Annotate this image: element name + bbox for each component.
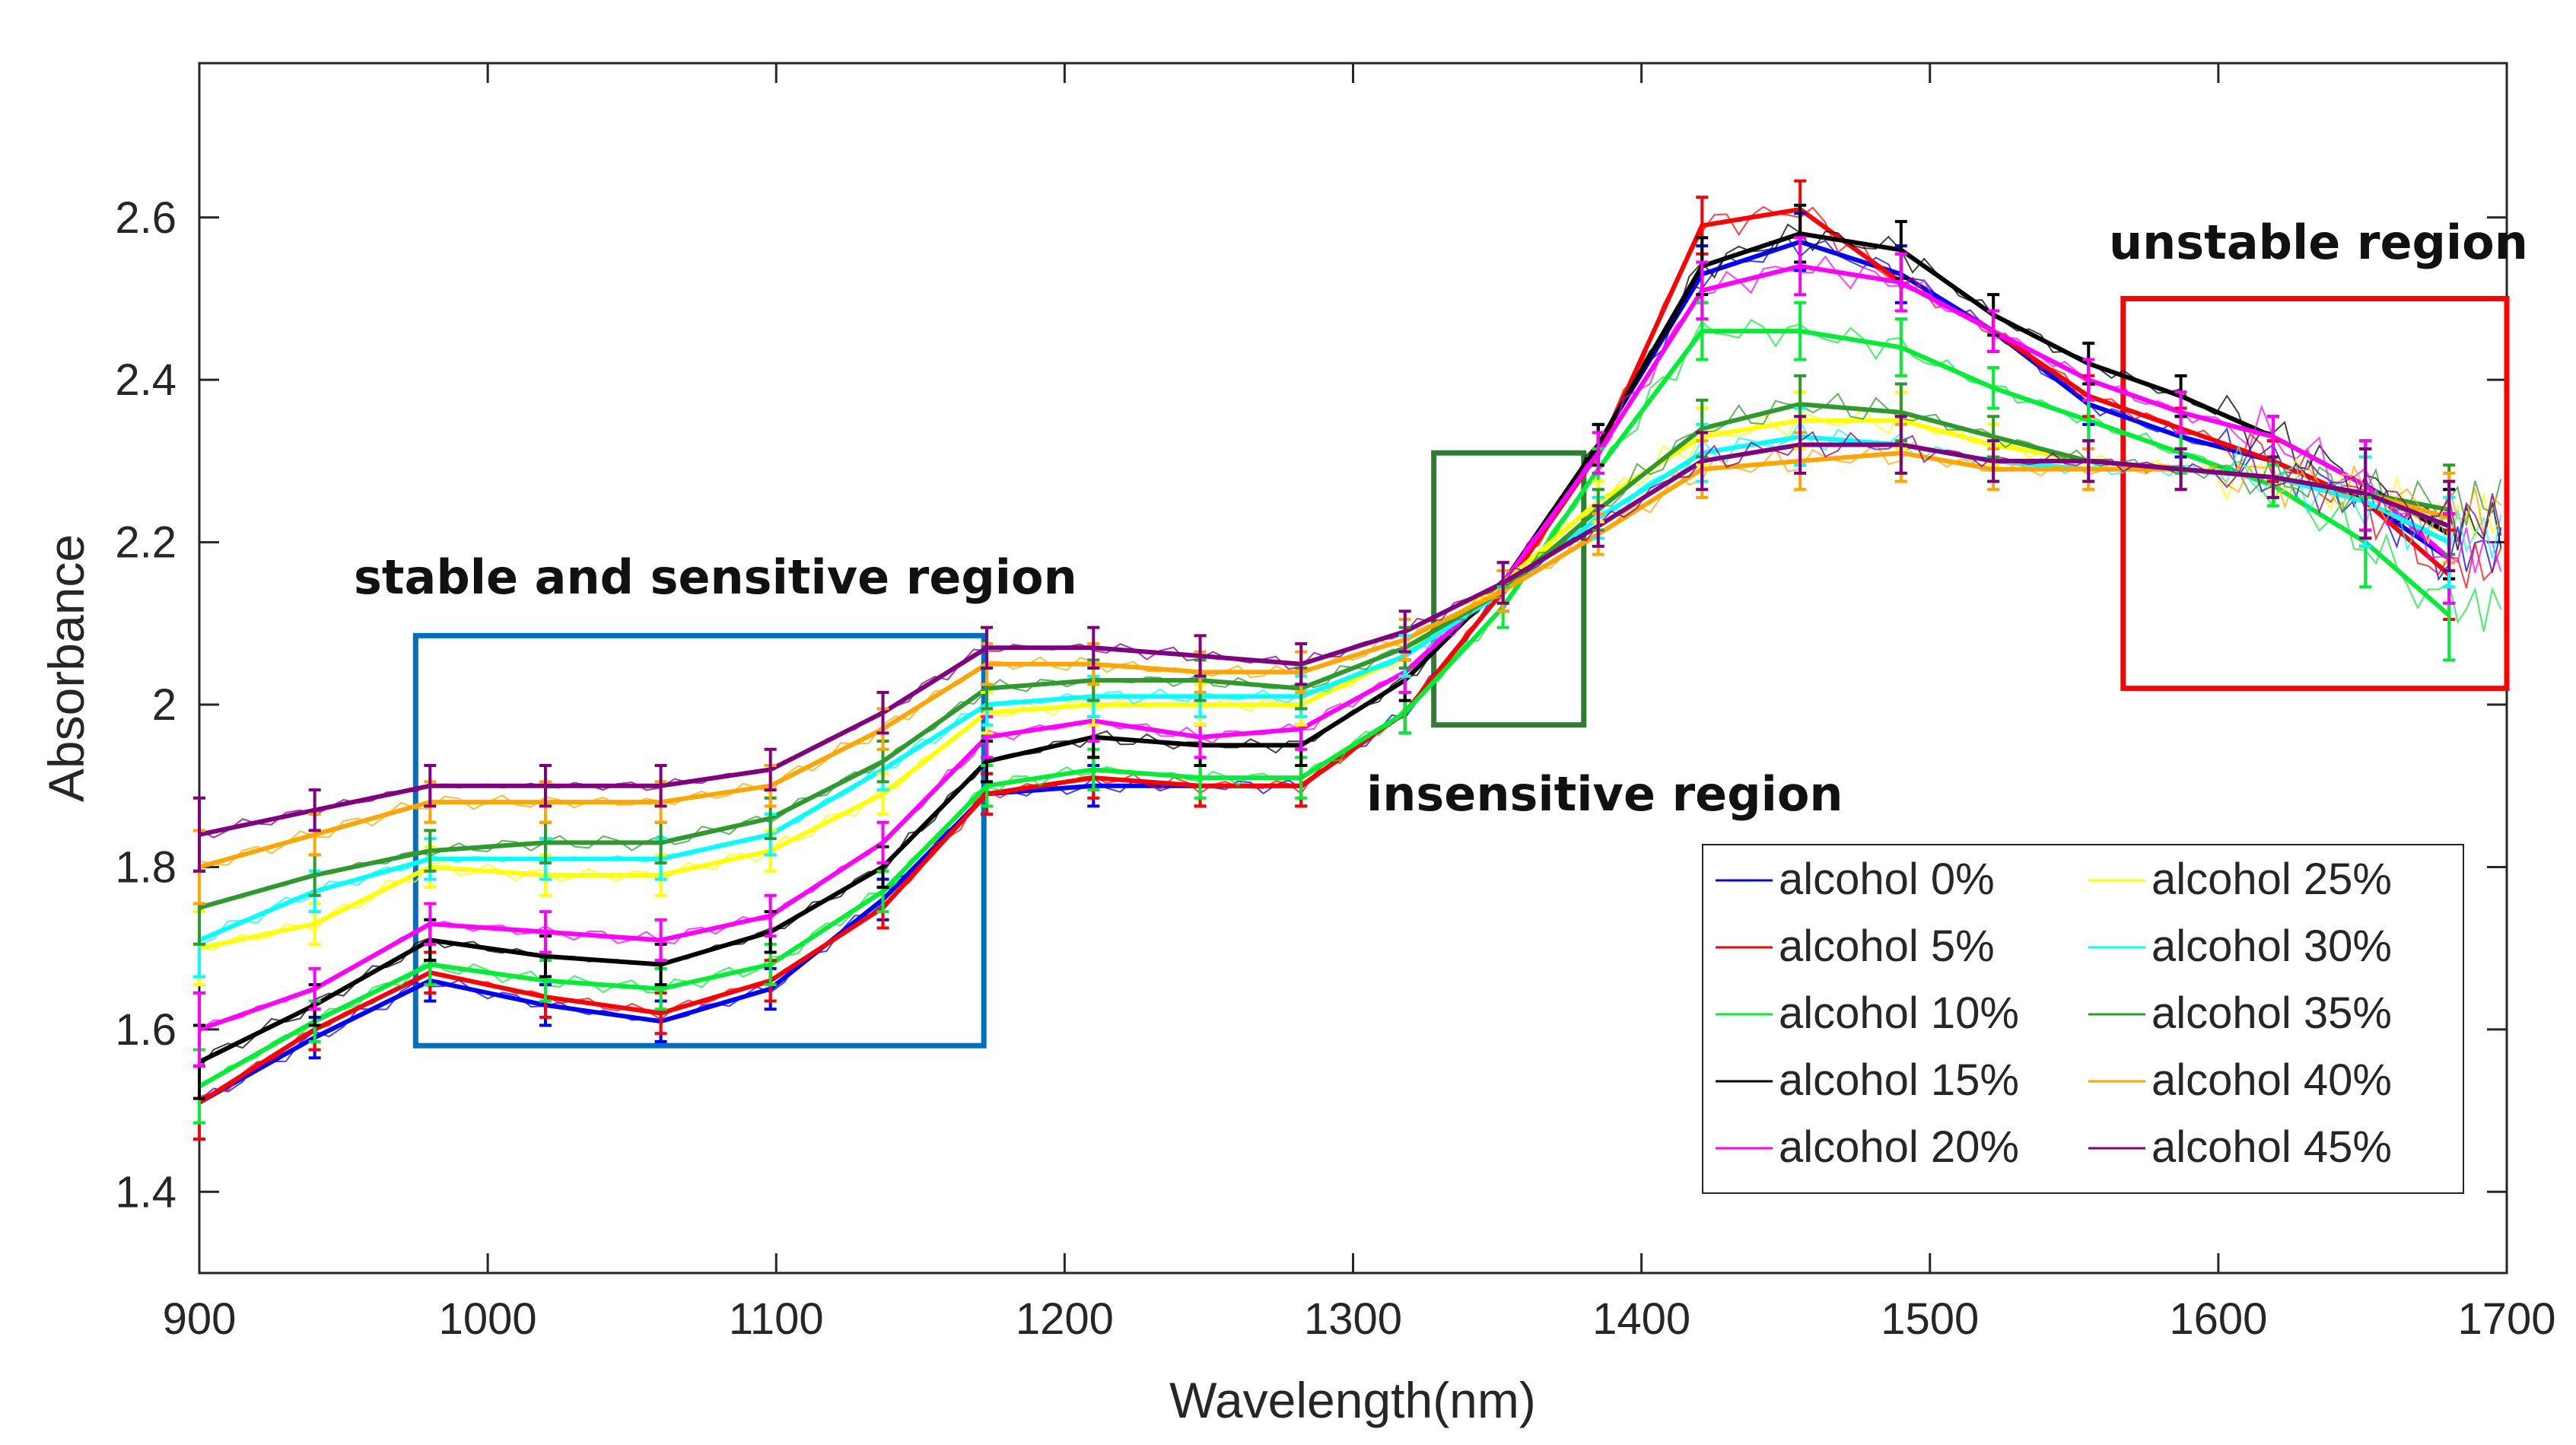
insensitive-region-label: insensitive region <box>1366 766 1843 822</box>
legend-label: alcohol 30% <box>2151 921 2392 971</box>
stable-region-box <box>412 632 987 1049</box>
legend-label: alcohol 10% <box>1779 988 2019 1038</box>
y-tick-label: 1.4 <box>115 1167 177 1217</box>
error-bars <box>193 179 2456 1141</box>
legend-box <box>1702 844 2464 1194</box>
legend-items: alcohol 0% alcohol 5% alcohol 10% alcohol 1… <box>1716 855 2392 1172</box>
x-tick-label: 1300 <box>1304 1294 1402 1344</box>
y-tick-label: 2.4 <box>115 355 177 405</box>
legend-label: alcohol 5% <box>1779 921 1995 971</box>
y-axis-label: Absorbance <box>38 534 94 802</box>
legend-label: alcohol 40% <box>2151 1055 2392 1105</box>
legend-label: alcohol 15% <box>1779 1055 2019 1105</box>
region-boxes <box>412 295 2510 1049</box>
x-tick-label: 900 <box>163 1294 237 1344</box>
y-tick-label: 2.6 <box>115 193 177 243</box>
x-tick-label: 1500 <box>1881 1294 1979 1344</box>
unstable-region-box <box>2120 295 2510 692</box>
y-tick-label: 1.6 <box>115 1005 177 1055</box>
x-tick-label: 1400 <box>1592 1294 1690 1344</box>
y-tick-label: 2 <box>152 680 177 730</box>
legend: alcohol 0% alcohol 5% alcohol 10% alcohol 1… <box>1702 844 2464 1194</box>
x-tick-label: 1700 <box>2457 1294 2555 1344</box>
x-axis-ticks: 900 1000 1100 1200 1300 1400 1500 1600 1700 <box>163 63 2556 1344</box>
insensitive-region-box <box>1431 450 1587 728</box>
y-tick-label: 1.8 <box>115 842 177 892</box>
x-tick-label: 1600 <box>2169 1294 2267 1344</box>
stable-region-label: stable and sensitive region <box>354 549 1077 605</box>
y-tick-label: 2.2 <box>115 518 177 568</box>
x-axis-label: Wavelength(nm) <box>1169 1372 1536 1428</box>
legend-label: alcohol 25% <box>2151 855 2392 904</box>
x-tick-label: 1100 <box>729 1294 824 1344</box>
unstable-region-label: unstable region <box>2109 215 2528 270</box>
legend-label: alcohol 0% <box>1779 855 1995 904</box>
x-tick-label: 1200 <box>1016 1294 1114 1344</box>
legend-label: alcohol 20% <box>1779 1122 2019 1172</box>
legend-label: alcohol 45% <box>2151 1122 2392 1172</box>
legend-label: alcohol 35% <box>2151 988 2392 1038</box>
x-tick-label: 1000 <box>439 1294 537 1344</box>
y-axis-ticks: 1.4 1.6 1.8 2 2.2 2.4 2.6 <box>115 193 2507 1217</box>
